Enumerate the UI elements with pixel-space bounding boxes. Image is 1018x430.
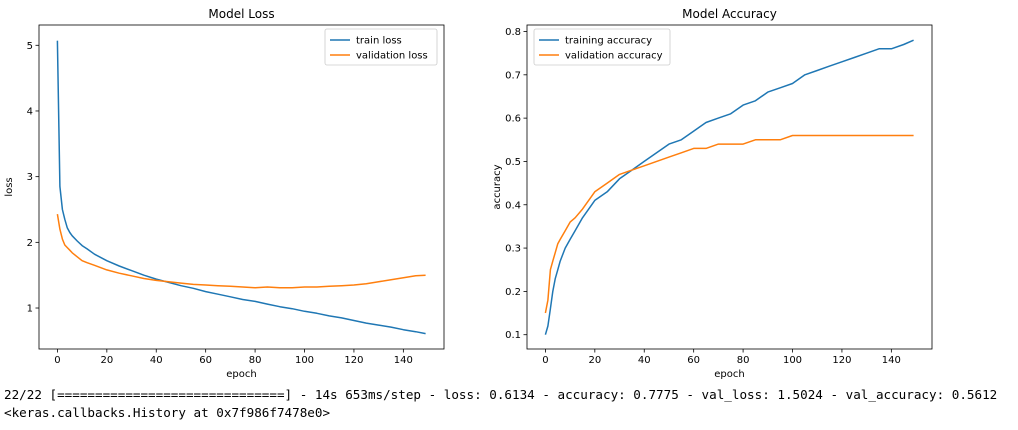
y-tick-label: 0.5 bbox=[505, 157, 521, 168]
y-tick-label: 0.3 bbox=[505, 244, 521, 255]
x-tick-label: 40 bbox=[150, 355, 163, 366]
loss-subplot: 0 20 40 60 80 100 120 140 1 2 3 4 5 Model Loss epoch lo… bbox=[4, 7, 445, 380]
y-tick-label: 0.8 bbox=[505, 27, 521, 38]
y-tick-label: 2 bbox=[27, 238, 33, 249]
series-line-train bbox=[544, 39, 914, 335]
legend-label: train loss bbox=[356, 36, 402, 47]
y-tick-label: 0.7 bbox=[505, 70, 521, 81]
y-tick-label: 0.1 bbox=[505, 330, 521, 341]
legend-label: training accuracy bbox=[565, 36, 652, 47]
y-tick-label: 0.2 bbox=[505, 287, 521, 298]
y-tick-label: 1 bbox=[27, 304, 33, 315]
legend: train loss validation loss bbox=[324, 28, 438, 66]
legend-label: validation accuracy bbox=[565, 51, 663, 62]
series-line-train bbox=[56, 40, 426, 335]
legend: training accuracy validation accuracy bbox=[533, 28, 671, 66]
accuracy-subplot: 0 20 40 60 80 100 120 140 0.1 0.2 0.3 0.4 0.5 0.6 0.7 0… bbox=[492, 7, 933, 380]
figure: 0 20 40 60 80 100 120 140 1 2 3 4 5 Model Loss epoch lo… bbox=[4, 7, 933, 380]
y-tick-label: 0.6 bbox=[505, 114, 521, 125]
chart-title: Model Accuracy bbox=[682, 7, 777, 21]
x-tick-label: 120 bbox=[344, 355, 363, 366]
training-log-line: 22/22 [==============================] -… bbox=[4, 387, 998, 402]
y-tick-label: 3 bbox=[27, 172, 33, 183]
x-tick-label: 120 bbox=[832, 355, 851, 366]
x-tick-label: 60 bbox=[687, 355, 700, 366]
series-line-validation bbox=[56, 213, 426, 289]
x-tick-label: 20 bbox=[588, 355, 601, 366]
plot-frame bbox=[38, 24, 445, 350]
x-tick-label: 100 bbox=[783, 355, 802, 366]
y-tick-label: 5 bbox=[27, 41, 33, 52]
legend-box bbox=[324, 28, 438, 66]
x-tick-label: 140 bbox=[882, 355, 901, 366]
x-tick-label: 140 bbox=[394, 355, 413, 366]
plot-frame bbox=[526, 24, 933, 350]
history-repr-line: <keras.callbacks.History at 0x7f986f7478… bbox=[4, 405, 331, 420]
y-axis-label: accuracy bbox=[492, 164, 503, 209]
x-tick-label: 100 bbox=[295, 355, 314, 366]
y-axis-label: loss bbox=[4, 177, 15, 196]
chart-title: Model Loss bbox=[208, 7, 274, 21]
x-tick-label: 80 bbox=[249, 355, 262, 366]
x-tick-label: 80 bbox=[737, 355, 750, 366]
legend-label: validation loss bbox=[356, 51, 428, 62]
y-tick-label: 4 bbox=[27, 106, 33, 117]
x-axis-label: epoch bbox=[714, 369, 744, 380]
x-tick-label: 60 bbox=[199, 355, 212, 366]
x-axis-label: epoch bbox=[226, 369, 256, 380]
series-line-validation bbox=[544, 134, 914, 314]
legend-box bbox=[533, 28, 671, 66]
x-tick-label: 20 bbox=[100, 355, 113, 366]
x-tick-label: 40 bbox=[638, 355, 651, 366]
x-tick-label: 0 bbox=[54, 355, 60, 366]
x-tick-label: 0 bbox=[542, 355, 548, 366]
y-tick-label: 0.4 bbox=[505, 200, 521, 211]
